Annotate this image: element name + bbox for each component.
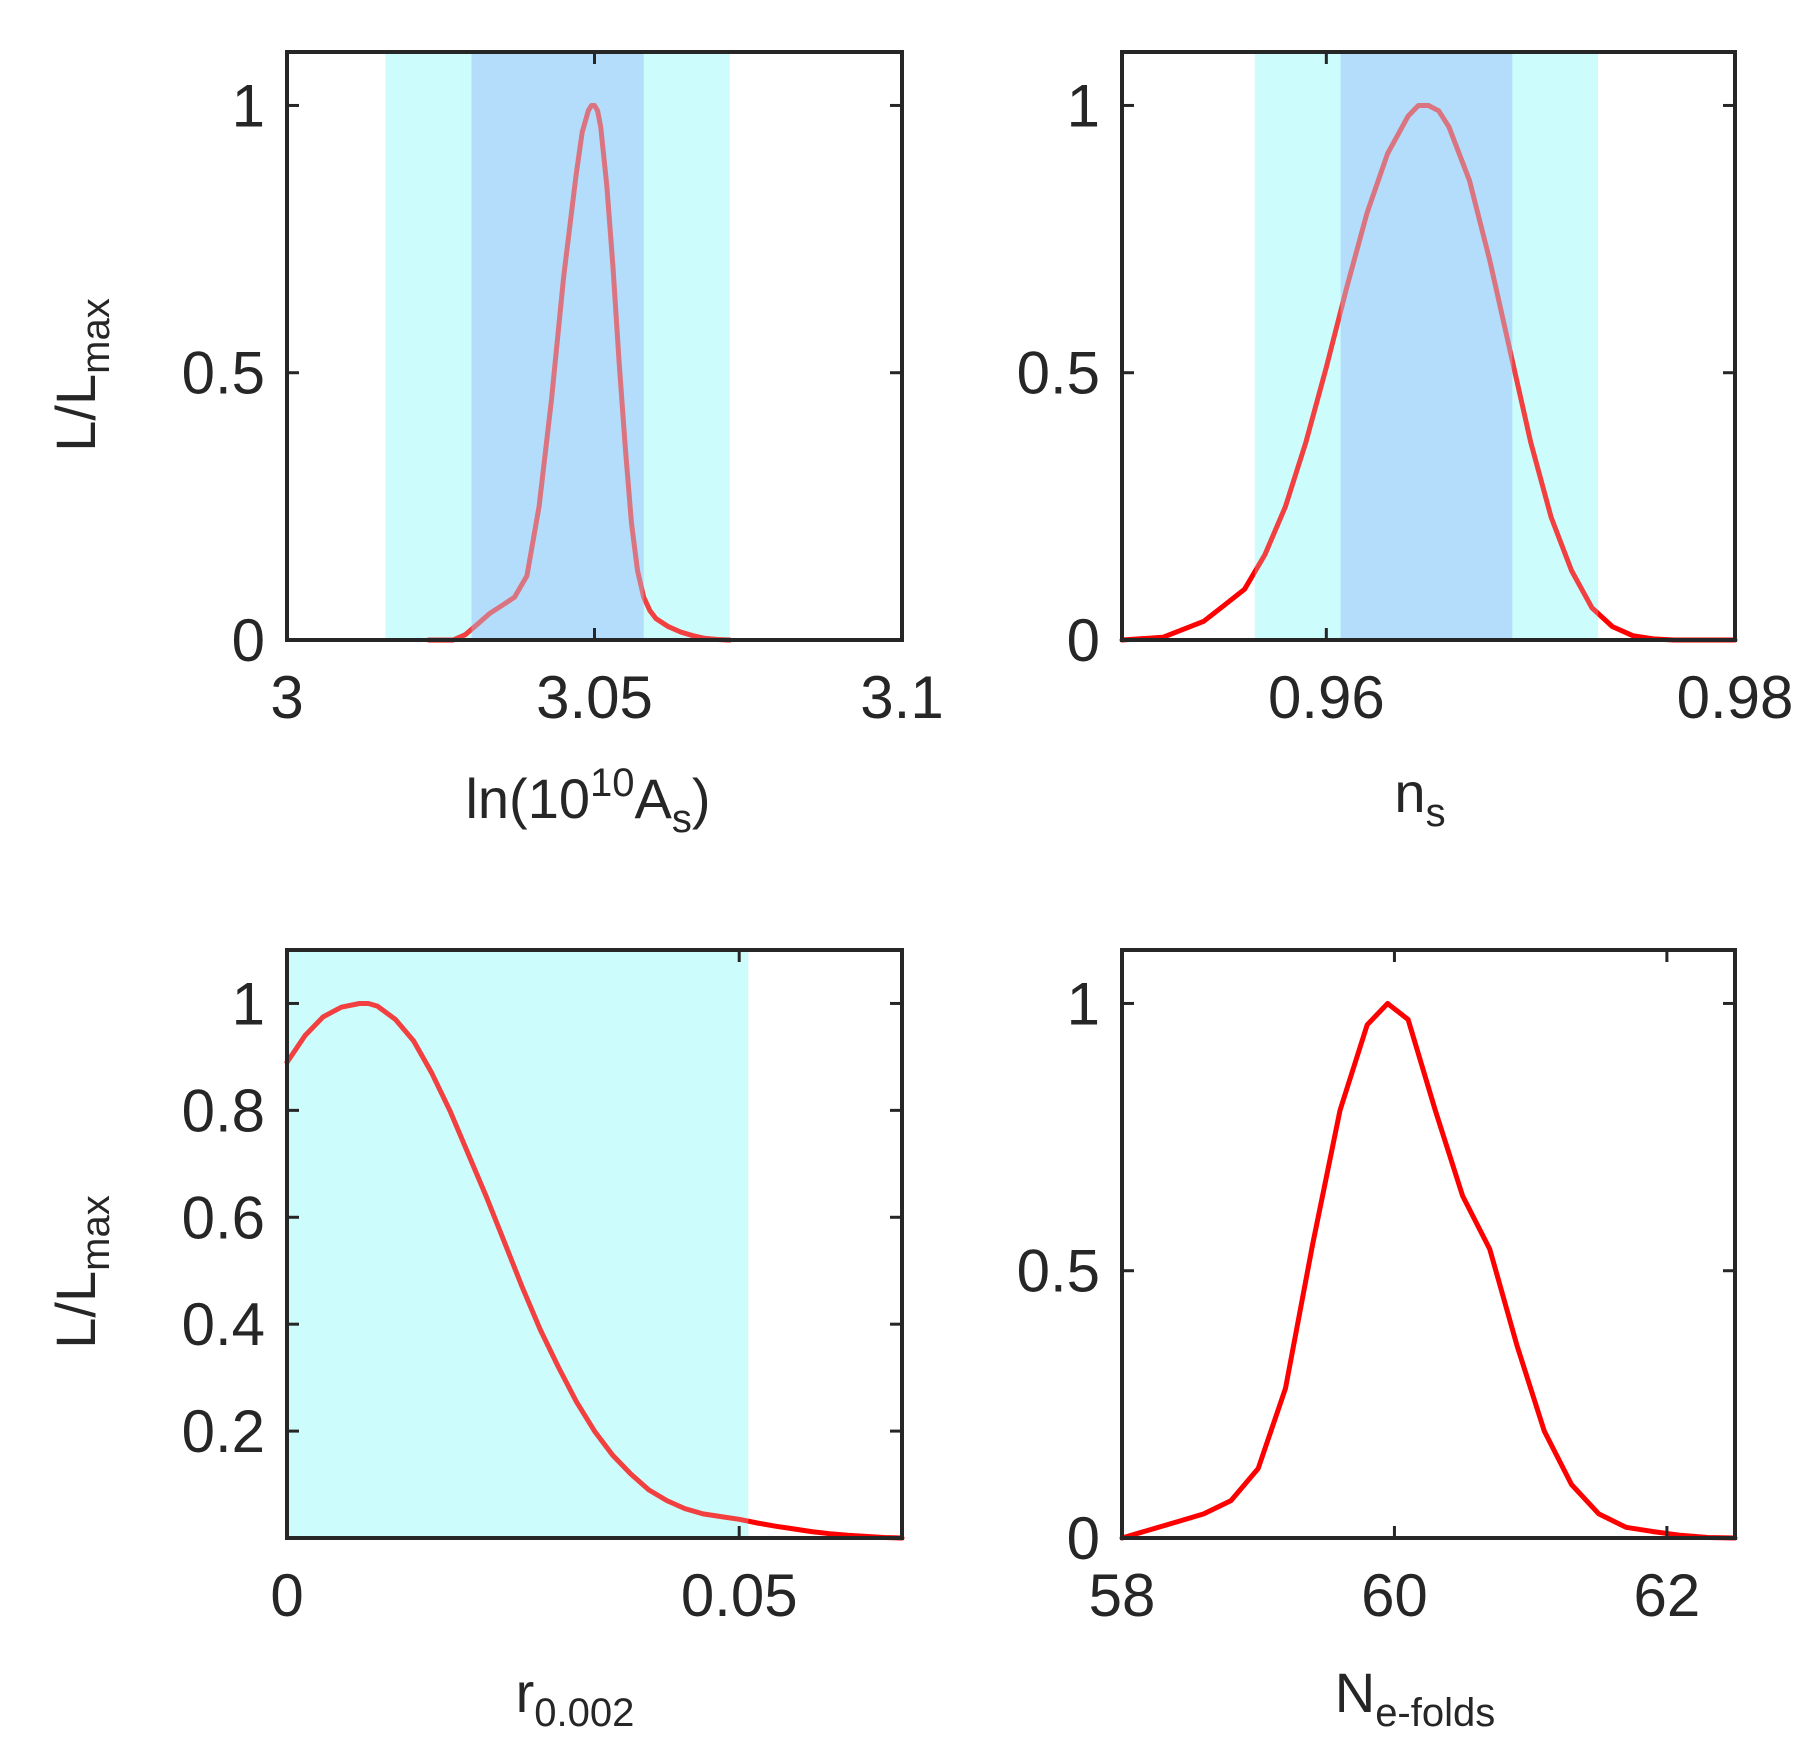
panel-lnAs: 0 0.5 1 3 3.05 3.1 L/Lmax ln(1010As) — [44, 50, 944, 841]
axes-background — [1122, 950, 1735, 1538]
x-tick-label: 0.96 — [1268, 664, 1385, 731]
band-95-percent — [287, 950, 749, 1538]
y-axis-label: L/Lmax — [44, 298, 118, 451]
y-tick-label: 0.5 — [1017, 1238, 1100, 1305]
y-tick-label: 0 — [1067, 1505, 1100, 1572]
x-tick-label: 62 — [1634, 1562, 1701, 1629]
x-axis-label: ns — [1394, 761, 1445, 835]
band-95-overlay — [385, 52, 730, 640]
likelihood-curve — [1119, 103, 1738, 643]
band-68-overlay — [471, 52, 644, 640]
x-tick-label: 58 — [1089, 1562, 1156, 1629]
panel-Nefolds: 0 0.5 1 58 60 62 Ne-folds — [1017, 948, 1738, 1735]
x-tick-label: 0.05 — [681, 1562, 798, 1629]
band-95-overlay — [1254, 52, 1599, 640]
y-tick-label: 0.5 — [1017, 340, 1100, 407]
panel-ns: 0 0.5 1 0.96 0.98 ns — [1017, 50, 1794, 835]
x-axis-label: ln(1010As) — [465, 761, 710, 841]
y-tick-label: 0 — [1067, 607, 1100, 674]
x-axis-label: r0.002 — [516, 1661, 635, 1735]
axes-frame — [1120, 50, 1737, 642]
x-axis-label: Ne-folds — [1335, 1661, 1496, 1735]
y-tick-label: 1 — [232, 970, 265, 1037]
likelihood-curve — [1119, 1001, 1738, 1541]
band-68-percent — [1340, 52, 1513, 640]
likelihood-curve — [284, 1001, 905, 1541]
band-68-overlay — [1340, 52, 1513, 640]
panel-r: 0.2 0.4 0.6 0.8 1 0 0.05 L/Lmax r0.002 — [44, 948, 905, 1735]
y-axis-label: L/Lmax — [44, 1195, 118, 1348]
y-tick-label: 0.6 — [182, 1184, 265, 1251]
x-tick-label: 3 — [270, 664, 303, 731]
likelihood-curve — [426, 103, 733, 643]
x-tick-label: 0 — [270, 1562, 303, 1629]
y-tick-label: 0.2 — [182, 1398, 265, 1465]
x-tick-label: 3.05 — [536, 664, 653, 731]
y-tick-label: 1 — [1067, 72, 1100, 139]
y-tick-label: 1 — [1067, 970, 1100, 1037]
axes-frame — [1120, 948, 1737, 1540]
y-tick-label: 0.8 — [182, 1077, 265, 1144]
band-95-overlay — [287, 950, 749, 1538]
x-tick-label: 0.98 — [1677, 664, 1794, 731]
x-tick-label: 3.1 — [860, 664, 943, 731]
y-tick-label: 0.5 — [182, 340, 265, 407]
y-tick-label: 0 — [232, 607, 265, 674]
x-tick-label: 60 — [1361, 1562, 1428, 1629]
y-tick-label: 1 — [232, 72, 265, 139]
y-tick-label: 0.4 — [182, 1291, 265, 1358]
axes-frame — [285, 948, 904, 1540]
